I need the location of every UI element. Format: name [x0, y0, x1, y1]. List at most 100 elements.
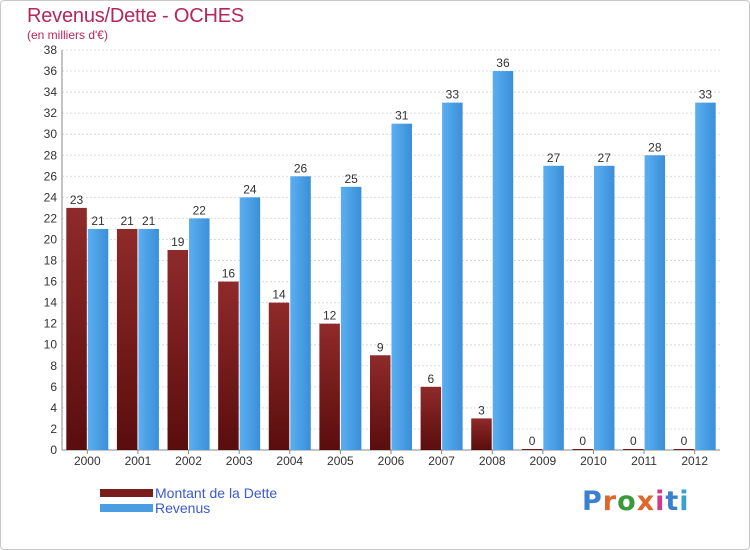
data-label-debt: 0 [681, 434, 688, 448]
data-label-debt: 23 [70, 193, 84, 207]
data-label-debt: 6 [428, 372, 435, 386]
bar-debt [66, 207, 87, 450]
logo-letter: P [582, 486, 603, 517]
x-tick-label: 2006 [378, 454, 405, 468]
bar-debt [420, 386, 442, 450]
data-label-revenue: 28 [648, 140, 662, 154]
x-tick-label: 2008 [479, 454, 506, 468]
y-tick-label: 6 [50, 380, 57, 394]
data-label-debt: 3 [478, 403, 485, 417]
y-tick-label: 8 [50, 359, 57, 373]
y-tick-label: 34 [44, 85, 58, 99]
y-tick-label: 22 [44, 211, 58, 225]
bar-revenue [340, 186, 362, 450]
bar-revenue [442, 102, 463, 450]
logo-letter: o [617, 486, 637, 517]
x-tick-label: 2011 [631, 454, 657, 468]
y-tick-label: 20 [44, 232, 58, 246]
y-tick-label: 16 [44, 275, 58, 289]
bar-debt [521, 449, 543, 450]
data-label-revenue: 26 [294, 161, 308, 175]
y-tick-label: 10 [44, 338, 58, 352]
logo-letter: x [636, 486, 656, 517]
bar-debt [167, 250, 189, 450]
bar-revenue [492, 71, 514, 450]
bar-debt [623, 449, 644, 450]
logo-letter: i [679, 486, 690, 517]
proxiti-logo: Proxiti [582, 486, 690, 517]
y-tick-label: 14 [44, 296, 58, 310]
logo-letter: r [602, 486, 618, 517]
y-tick-label: 4 [50, 401, 57, 415]
logo-letter: i [655, 486, 666, 517]
bar-debt [218, 281, 239, 450]
chart-title: Revenus/Dette - OCHES [27, 5, 244, 27]
x-tick-label: 2001 [125, 454, 152, 468]
x-tick-label: 2007 [428, 454, 455, 468]
data-label-debt: 12 [323, 309, 337, 323]
legend-label-revenue: Revenus [155, 500, 211, 516]
y-tick-label: 32 [44, 106, 58, 120]
y-tick-label: 36 [44, 64, 58, 78]
x-tick-label: 2003 [226, 454, 253, 468]
bar-revenue [391, 123, 412, 451]
bar-revenue [543, 165, 564, 450]
y-tick-label: 24 [44, 190, 58, 204]
bar-revenue [189, 218, 210, 450]
y-tick-label: 2 [50, 422, 57, 436]
data-label-debt: 0 [529, 434, 536, 448]
data-label-debt: 0 [630, 434, 637, 448]
legend-swatch-revenue [100, 504, 153, 512]
x-tick-label: 2012 [681, 454, 708, 468]
data-label-revenue: 25 [344, 172, 358, 186]
data-label-revenue: 33 [699, 88, 713, 102]
bar-revenue [290, 176, 311, 450]
bar-debt [268, 302, 290, 450]
y-tick-label: 12 [44, 317, 58, 331]
bar-debt [319, 323, 340, 450]
bar-revenue [593, 165, 615, 450]
x-tick-label: 2002 [175, 454, 202, 468]
bar-debt [471, 418, 492, 450]
data-label-debt: 9 [377, 340, 384, 354]
logo-letter: t [665, 486, 680, 517]
bar-revenue [87, 228, 109, 450]
bar-debt [116, 228, 138, 450]
y-tick-label: 0 [50, 443, 57, 457]
data-label-debt: 19 [171, 235, 185, 249]
data-label-debt: 21 [120, 214, 134, 228]
bar-revenue [644, 155, 666, 450]
bar-revenue [239, 197, 261, 450]
data-label-revenue: 24 [243, 182, 257, 196]
y-tick-label: 30 [44, 127, 58, 141]
y-tick-label: 28 [44, 148, 58, 162]
x-tick-label: 2000 [74, 454, 101, 468]
data-label-revenue: 27 [598, 151, 612, 165]
data-label-revenue: 21 [142, 214, 156, 228]
bar-revenue [138, 228, 159, 450]
chart-subtitle: (en milliers d'€) [27, 28, 108, 42]
data-label-debt: 14 [272, 288, 286, 302]
data-label-revenue: 36 [496, 56, 510, 70]
y-tick-label: 38 [44, 43, 58, 57]
data-label-debt: 16 [222, 267, 236, 281]
x-tick-label: 2009 [529, 454, 556, 468]
bar-debt [673, 449, 695, 450]
data-label-debt: 0 [579, 434, 586, 448]
x-tick-label: 2004 [276, 454, 303, 468]
data-label-revenue: 22 [193, 203, 207, 217]
x-tick-label: 2010 [580, 454, 607, 468]
legend-label-debt: Montant de la Dette [155, 485, 278, 501]
y-tick-label: 18 [44, 254, 58, 268]
data-label-revenue: 21 [91, 214, 105, 228]
bar-debt [370, 355, 391, 450]
bar-debt [572, 449, 593, 450]
data-label-revenue: 33 [446, 88, 460, 102]
x-tick-label: 2005 [327, 454, 354, 468]
legend-swatch-debt [100, 489, 153, 497]
data-label-revenue: 31 [395, 109, 409, 123]
bar-revenue [695, 102, 716, 450]
y-tick-label: 26 [44, 169, 58, 183]
data-label-revenue: 27 [547, 151, 561, 165]
